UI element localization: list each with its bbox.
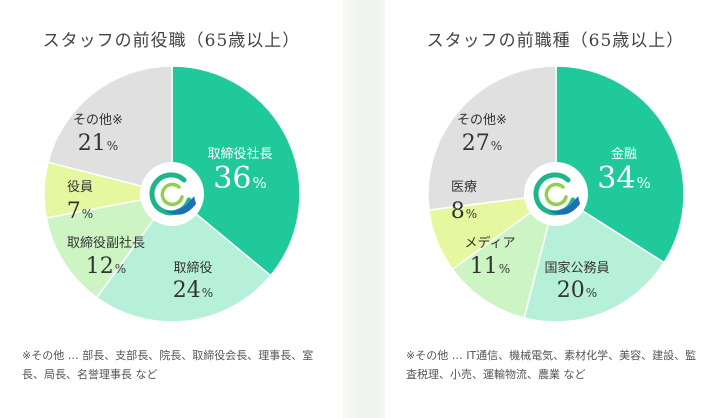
slice-value: 36%: [213, 161, 266, 196]
slice-value: 34%: [597, 161, 650, 196]
slice-label: 医療: [451, 180, 477, 195]
pie-slice: [451, 192, 558, 319]
slice-label: 取締役社長: [207, 146, 272, 162]
pie-slice: [95, 192, 272, 323]
slice-value: 8%: [451, 199, 477, 224]
pie-slice: [171, 65, 301, 277]
panel-divider: [343, 0, 385, 418]
slice-value: 21%: [78, 131, 118, 156]
slice-label: 金融: [611, 146, 637, 162]
slice-label: 取締役副社長: [67, 235, 145, 251]
slice-label: 役員: [67, 180, 93, 195]
slice-label: 国家公務員: [544, 260, 609, 276]
pie-slice: [523, 192, 666, 323]
pie-slice: [47, 65, 173, 195]
logo-icon: [140, 162, 204, 226]
footnote: ※その他 … IT通信、機械電気、素材化学、美容、建設、監査税理、小売、運輸物流…: [406, 349, 697, 381]
slice-label: その他※: [457, 113, 507, 128]
slice-value: 12%: [86, 254, 126, 279]
pie-slice: [427, 65, 557, 211]
slice-value: 7%: [67, 199, 93, 224]
chart-title: スタッフの前職種（65歳以上）: [426, 31, 685, 51]
slice-value: 24%: [173, 278, 213, 303]
slice-label: 取締役: [173, 260, 212, 276]
chart-panel-position: スタッフの前役職（65歳以上） 取締役社長 36% 取締役 24% 取締役副社長 12% 役…: [0, 0, 343, 418]
slice-label: メディア: [464, 235, 515, 251]
pie-slice: [45, 192, 174, 299]
logo-icon: [524, 162, 588, 226]
footnote: ※その他 … 部長、支部長、院長、取締役会長、理事長、室長、局長、名誉理事長 な…: [22, 349, 314, 381]
slice-value: 11%: [470, 254, 510, 279]
slice-value: 27%: [462, 131, 502, 156]
chart-panel-occupation: スタッフの前職種（65歳以上） 金融 34% 国家公務員 20% メディア 11% 医療 8%…: [384, 0, 727, 418]
chart-title: スタッフの前役職（65歳以上）: [42, 31, 301, 51]
slice-value: 20%: [557, 278, 597, 303]
slice-label: その他※: [73, 113, 123, 128]
